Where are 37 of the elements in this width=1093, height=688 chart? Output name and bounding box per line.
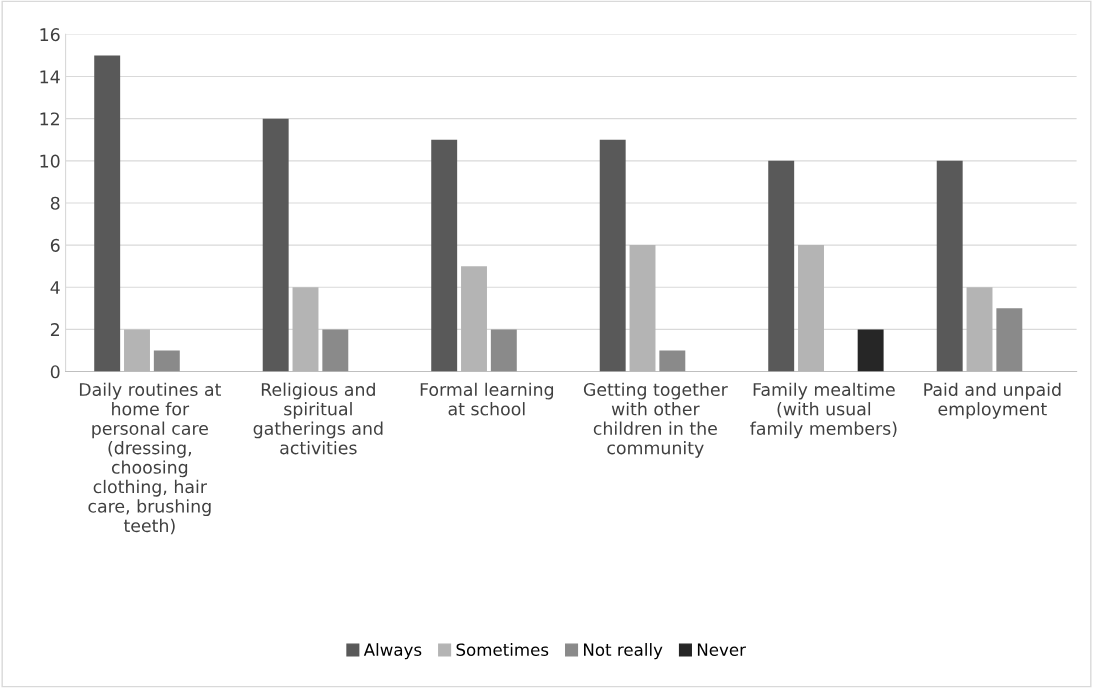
bar [124, 329, 150, 372]
y-tick-label: 16 [40, 28, 60, 42]
bar [461, 266, 487, 372]
y-tick-label: 14 [40, 70, 60, 84]
bar [490, 329, 517, 372]
bar [966, 287, 993, 372]
x-tick-label: Family mealtime (with usual family members) [750, 382, 897, 439]
bar [431, 139, 458, 372]
bar [996, 308, 1023, 372]
y-tick-label: 10 [40, 154, 60, 168]
x-tick-label: Formal learning at school [420, 382, 554, 416]
bar [659, 350, 686, 372]
x-tick-label: Paid and unpaid employment [924, 382, 1061, 419]
bar [322, 329, 349, 372]
bar [798, 245, 824, 372]
x-tick-label: Daily routines at home for personal care (dressing, choosing clothing, hair care, brushing teeth) [79, 382, 221, 535]
bar [94, 55, 121, 372]
legend-label: Not really [584, 643, 663, 660]
bar [599, 139, 626, 372]
bar [292, 287, 319, 372]
y-tick-label: 2 [50, 323, 59, 336]
y-tick-label: 4 [50, 281, 60, 294]
x-tick-label: Religious and spiritual gatherings and activities [253, 382, 383, 455]
bar [629, 245, 656, 372]
y-tick-label: 12 [40, 112, 59, 126]
bar [153, 350, 180, 372]
legend-label: Sometimes [456, 643, 549, 657]
y-tick-label: 6 [50, 238, 60, 252]
bar [857, 329, 884, 372]
bar [262, 118, 289, 372]
legend-label: Always [363, 643, 422, 660]
y-tick-label: 8 [50, 196, 60, 210]
legend-label: Never [697, 643, 746, 657]
x-tick-label: Getting together with other children in the community [583, 382, 728, 458]
bar [768, 160, 795, 372]
y-tick-label: 0 [50, 365, 60, 379]
bar [936, 160, 963, 372]
